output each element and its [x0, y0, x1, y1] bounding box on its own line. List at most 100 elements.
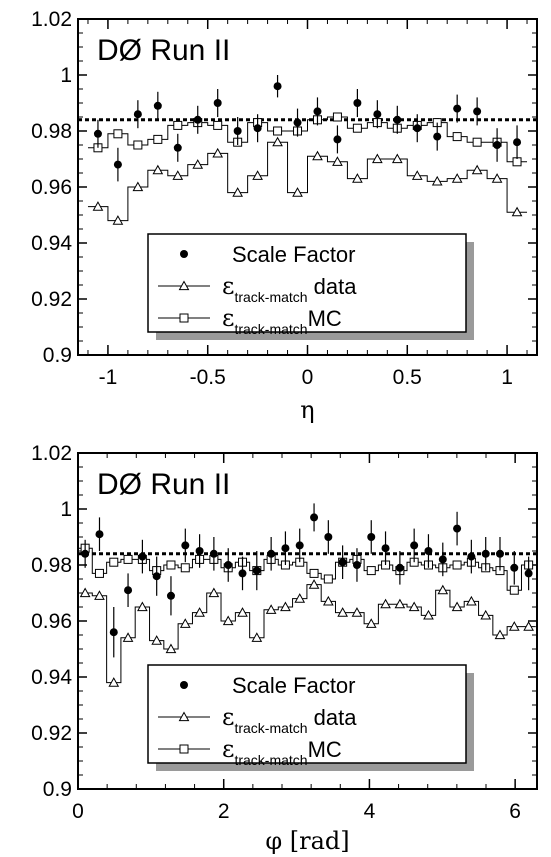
- scale-factor-point: [124, 586, 133, 595]
- mc-marker: [113, 129, 123, 139]
- y-tick-label: 1.02: [31, 442, 72, 465]
- scale-factor-point: [252, 566, 261, 575]
- data-marker: [494, 629, 506, 640]
- data-marker: [151, 635, 163, 645]
- legend-epsilon-symbol: ε: [222, 304, 234, 332]
- legend-subscript: track-match: [234, 321, 307, 337]
- scale-factor-point: [433, 132, 442, 141]
- legend-scale-factor-marker: [180, 681, 188, 689]
- legend-epsilon-symbol: ε: [222, 735, 234, 763]
- data-marker: [437, 584, 449, 595]
- data-marker: [312, 150, 323, 161]
- scale-factor-point: [395, 563, 404, 572]
- data-marker: [431, 175, 443, 186]
- data-marker: [132, 181, 144, 192]
- scale-factor-point: [253, 124, 262, 133]
- scale-factor-point: [393, 115, 402, 124]
- scale-factor-point: [195, 547, 204, 555]
- scale-factor-point: [173, 143, 182, 152]
- data-marker: [252, 170, 263, 180]
- x-tick-label: 1: [501, 366, 513, 389]
- legend-entry-text: data: [308, 274, 358, 299]
- data-marker: [480, 609, 492, 620]
- data-marker: [152, 164, 164, 175]
- legend-entry-text: Scale Factor: [232, 673, 356, 698]
- scale-factor-point: [233, 127, 242, 135]
- scale-factor-point: [109, 628, 118, 637]
- y-tick-label: 0.92: [31, 722, 72, 745]
- legend-data-marker: [178, 280, 190, 291]
- data-marker: [411, 170, 423, 180]
- legend-epsilon: εtrack-match data: [222, 272, 357, 305]
- scale-factor-point: [181, 541, 190, 550]
- scale-factor-point: [481, 549, 490, 558]
- data-marker: [352, 173, 363, 183]
- data-marker: [523, 621, 534, 631]
- mc-marker: [273, 126, 283, 136]
- y-tick-label: 0.98: [31, 554, 72, 577]
- scale-factor-point: [153, 101, 162, 110]
- mc-marker: [509, 585, 519, 595]
- scale-factor-point: [493, 141, 502, 149]
- scale-factor-point: [510, 563, 519, 572]
- y-tick-label: 0.9: [43, 778, 72, 801]
- scale-factor-point: [453, 524, 462, 533]
- y-tick-label: 1: [60, 64, 72, 87]
- scale-factor-point: [473, 107, 482, 116]
- mc-marker: [109, 557, 119, 567]
- data-marker: [394, 598, 406, 609]
- x-tick-label: 0.5: [393, 366, 422, 389]
- data-marker: [208, 587, 220, 598]
- plot-frame: [77, 452, 538, 790]
- scale-factor-point: [213, 99, 222, 107]
- data-marker: [408, 601, 420, 612]
- scale-factor-point: [381, 544, 390, 553]
- mc-marker: [166, 560, 176, 570]
- data-marker: [322, 595, 334, 606]
- scale-factor-point: [424, 547, 433, 555]
- scale-factor-point: [138, 552, 147, 561]
- mc-marker: [180, 563, 190, 573]
- data-marker: [172, 170, 184, 180]
- data-marker: [92, 201, 104, 211]
- legend-epsilon: εtrack-matchMC: [222, 735, 342, 768]
- y-tick-label: 0.96: [31, 176, 72, 199]
- scale-factor-point: [352, 561, 361, 569]
- legend-scale-factor-marker: [180, 250, 188, 258]
- scale-factor-point: [453, 104, 462, 113]
- y-tick-label: 0.96: [31, 610, 72, 633]
- data-marker: [294, 593, 306, 603]
- data-marker: [391, 153, 403, 164]
- data-marker: [451, 173, 463, 183]
- data-marker: [332, 156, 343, 166]
- scale-factor-point: [373, 110, 382, 119]
- legend-entry-text: MC: [308, 306, 342, 331]
- mc-marker: [153, 134, 163, 144]
- scale-factor-point: [367, 533, 376, 541]
- scale-factor-point: [273, 82, 282, 91]
- x-tick-label: 0: [302, 366, 314, 389]
- phi-panel: 0.9 0.92 0.94 0.96 0.98 1 1.02 0 2 4 6 DØ Run II φ […: [31, 442, 538, 855]
- data-marker: [192, 159, 204, 169]
- x-tick-label: 2: [218, 800, 230, 823]
- y-tick-label: 1.02: [31, 8, 72, 31]
- legend-mc-marker: [179, 744, 189, 754]
- scale-factor-point: [81, 549, 90, 558]
- scale-factor-point: [438, 555, 447, 564]
- y-tick-label: 0.98: [31, 120, 72, 143]
- scale-factor-point: [353, 99, 362, 107]
- mc-marker: [472, 137, 482, 147]
- data-marker: [237, 607, 248, 617]
- data-marker: [511, 206, 523, 217]
- scale-factor-point: [295, 541, 304, 550]
- mc-marker: [309, 568, 319, 578]
- data-marker: [280, 601, 291, 612]
- data-marker: [194, 607, 205, 617]
- scale-factor-point: [93, 129, 102, 138]
- data-step-line: [78, 584, 536, 684]
- x-tick-label: 6: [509, 800, 521, 823]
- data-marker: [108, 677, 120, 687]
- scale-factor-point: [267, 549, 276, 558]
- data-marker: [265, 604, 277, 614]
